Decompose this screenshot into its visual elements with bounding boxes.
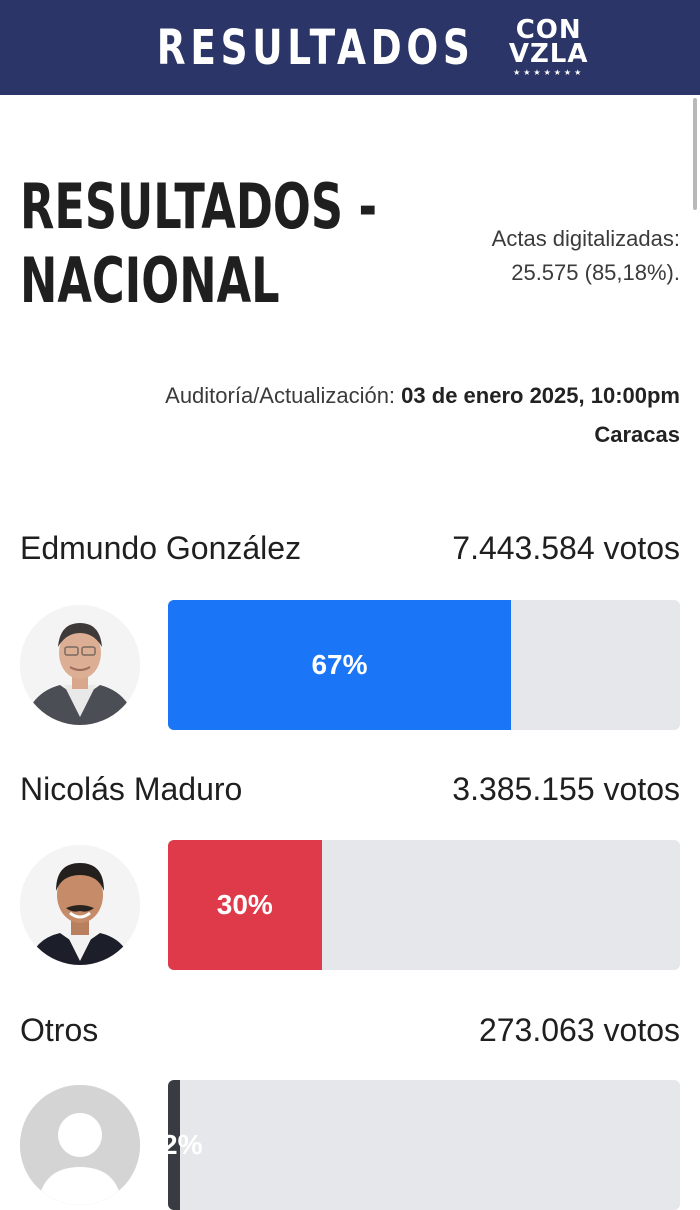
candidate-votes: 7.443.584 votos <box>452 530 680 566</box>
audit-city: Caracas <box>594 422 680 447</box>
vote-bar-fill: 30% <box>168 840 322 970</box>
vote-percent: 67% <box>311 649 368 680</box>
page-title: RESULTADOS - NACIONAL <box>20 170 377 318</box>
page-title-line-2: NACIONAL <box>20 244 280 317</box>
candidate-votes: 273.063 votos <box>478 1012 680 1048</box>
vote-bar-fill: 2% <box>168 1080 202 1210</box>
page-title-line-1: RESULTADOS - <box>20 170 378 243</box>
vote-bar: 2% <box>168 1080 680 1210</box>
brand-title: RESULTADOS <box>156 19 475 76</box>
scrollbar-thumb[interactable] <box>693 98 697 210</box>
candidate-votes: 3.385.155 votos <box>452 771 680 807</box>
logo-line-2: VZLA <box>508 38 589 69</box>
logo-stars: ★★★★★★★ <box>513 67 585 77</box>
vote-bar-fill: 67% <box>168 600 512 730</box>
top-header: RESULTADOS CON VZLA ★★★★★★★ <box>0 0 700 95</box>
vote-bar: 30% <box>168 840 680 970</box>
vote-percent: 2% <box>168 1129 203 1160</box>
candidate-avatar <box>20 845 140 965</box>
candidate-name: Nicolás Maduro <box>20 771 243 807</box>
default-avatar-icon <box>20 1085 140 1205</box>
audit-label: Auditoría/Actualización: <box>165 383 402 408</box>
candidate-avatar <box>20 605 140 725</box>
actas-info: Actas digitalizadas: 25.575 (85,18%). <box>492 222 680 290</box>
logo-line-1: CON <box>515 14 582 45</box>
audit-date: 03 de enero 2025, 10:00pm <box>401 383 680 408</box>
con-vzla-logo[interactable]: CON VZLA ★★★★★★★ <box>508 14 589 78</box>
candidate-name: Edmundo González <box>20 530 302 566</box>
candidate-name: Otros <box>20 1012 99 1048</box>
vote-bar: 67% <box>168 600 680 730</box>
audit-info: Auditoría/Actualización: 03 de enero 202… <box>0 376 680 454</box>
vote-percent: 30% <box>216 889 273 920</box>
actas-value: 25.575 (85,18%). <box>511 260 680 285</box>
actas-label: Actas digitalizadas: <box>491 226 680 251</box>
